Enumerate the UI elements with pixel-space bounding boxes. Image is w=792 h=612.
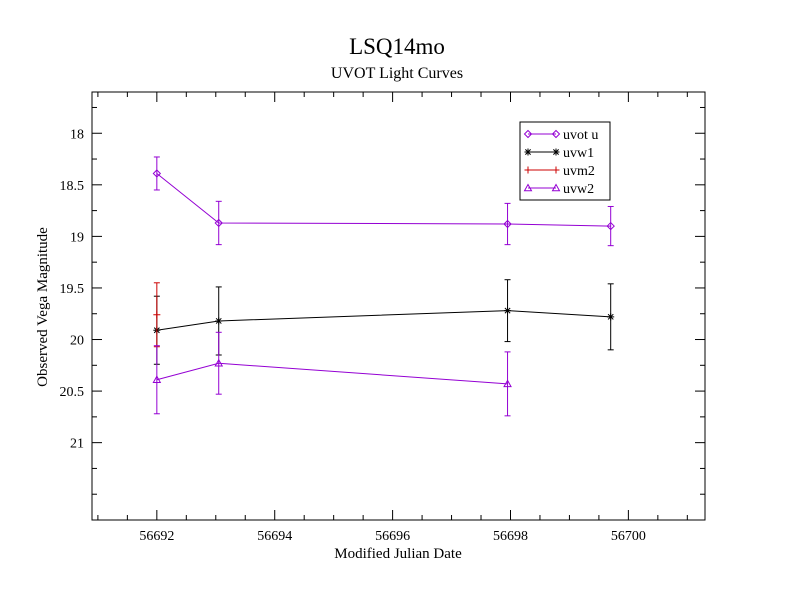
- uvw2-point: [152, 375, 162, 384]
- x-tick-label: 56698: [493, 529, 528, 544]
- legend-uvw2-marker: [551, 183, 561, 192]
- legend-uvot-u-marker: [551, 129, 561, 139]
- y-tick-label: 20: [70, 334, 84, 349]
- uvm2-point: [153, 311, 161, 319]
- y-tick-label: 20.5: [60, 385, 85, 400]
- x-tick-label: 56696: [375, 529, 410, 544]
- legend-uvot-u-marker: [523, 129, 533, 139]
- legend-uvw1-marker: [524, 148, 532, 156]
- uvw2-line: [156, 362, 508, 385]
- uvot-u-line: [156, 173, 611, 227]
- y-tick-label: 19.5: [60, 282, 85, 297]
- uvot-u-point: [503, 219, 512, 229]
- uvw1-point: [504, 307, 512, 315]
- legend-uvm2-marker: [524, 166, 532, 174]
- chart-title: LSQ14mo: [349, 34, 445, 59]
- legend-uvw2-marker: [523, 183, 533, 192]
- legend-uvm2-label: uvm2: [563, 164, 595, 179]
- x-tick-label: 56694: [257, 529, 292, 544]
- uvot-u-point: [606, 221, 615, 231]
- y-tick-label: 18.5: [60, 179, 85, 194]
- uvot-u-point: [152, 169, 162, 178]
- uvw1-line: [156, 310, 611, 331]
- y-tick-label: 18: [70, 127, 84, 142]
- legend-uvot-u-label: uvot u: [563, 128, 598, 143]
- legend-uvw1-label: uvw1: [563, 146, 594, 161]
- legend-box: [519, 121, 611, 201]
- x-axis-label: Modified Julian Date: [334, 546, 462, 562]
- uvw1-point: [607, 313, 615, 321]
- uvot-u-point: [214, 218, 223, 228]
- uvw1-point: [215, 317, 223, 325]
- plot-frame: [91, 91, 706, 521]
- uvw2-point: [214, 358, 224, 367]
- y-axis-label: Observed Vega Magnitude: [35, 227, 51, 387]
- y-tick-label: 19: [70, 230, 84, 245]
- chart-subtitle: UVOT Light Curves: [331, 65, 463, 82]
- legend-uvw1-marker: [552, 148, 560, 156]
- legend-uvm2-marker: [552, 166, 560, 174]
- x-tick-label: 56692: [139, 529, 174, 544]
- uvw2-point: [503, 379, 512, 388]
- x-tick-label: 56700: [611, 529, 646, 544]
- y-tick-label: 21: [70, 437, 84, 452]
- plot-area: 56692 56694 56696 56698 56700 18 18.5 19 19.5 20 2…: [60, 91, 706, 544]
- legend-uvw2-label: uvw2: [563, 182, 594, 197]
